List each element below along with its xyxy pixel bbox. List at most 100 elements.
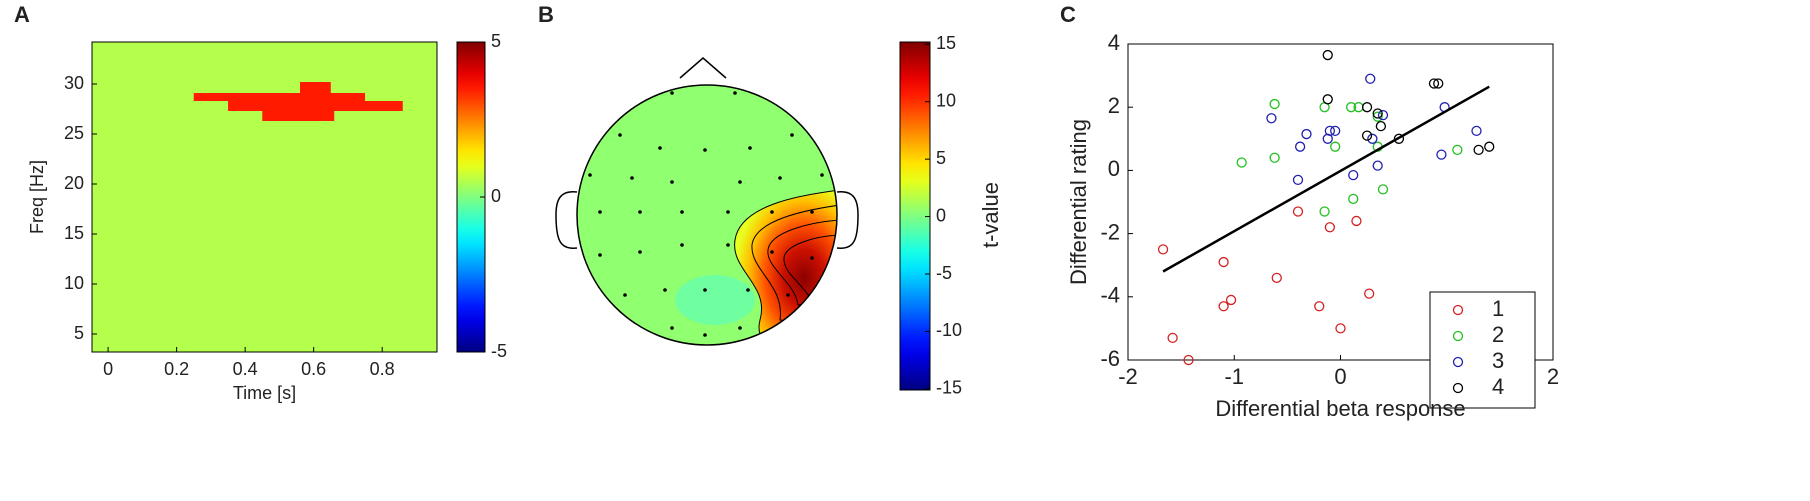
heatmap-cell (262, 111, 335, 121)
colorbar-tick-label: 15 (936, 33, 956, 53)
scatter-point (1330, 141, 1341, 152)
scatter-point (1393, 133, 1405, 144)
scatter-point (1322, 49, 1333, 61)
colorbar (456, 41, 486, 353)
scatter-point (1348, 169, 1359, 181)
y-tick-label: -4 (1100, 283, 1120, 308)
x-tick-label: 0.8 (370, 359, 395, 379)
fit-line (1162, 85, 1490, 273)
colorbar-label: t-value (978, 182, 1003, 248)
scatter-point (1301, 128, 1312, 140)
y-tick-label: 4 (1108, 30, 1120, 55)
contour (767, 219, 837, 306)
colorbar-tick-label: 10 (936, 90, 956, 110)
scatter-point (1361, 102, 1373, 113)
scatter-point (1372, 108, 1383, 119)
scatter-point (1271, 272, 1282, 283)
scatter-point (1348, 193, 1359, 204)
y-tick-label: 10 (64, 273, 84, 293)
scatter-point (1364, 288, 1375, 299)
y-tick-label: 20 (64, 173, 84, 193)
scatter-point (1473, 144, 1484, 156)
legend-label: 4 (1492, 374, 1504, 399)
scatter-point (1471, 125, 1482, 137)
scatter-point (1351, 215, 1362, 227)
head-map (555, 57, 859, 346)
y-tick-label: 15 (64, 223, 84, 243)
scatter-point (1292, 206, 1304, 217)
x-axis-label: Differential beta response (1215, 396, 1465, 421)
scatter-point (1361, 130, 1373, 141)
x-tick-label: 0 (103, 359, 113, 379)
x-tick-label: -2 (1118, 364, 1138, 389)
scatter-point (1367, 133, 1378, 144)
x-tick-label: 0.6 (301, 359, 326, 379)
panel-label: C (1060, 2, 1076, 27)
y-tick-label: -2 (1100, 219, 1120, 244)
x-axis-label: Time [s] (233, 383, 296, 403)
scatter-point (1236, 157, 1247, 168)
heatmap-cell (228, 101, 403, 111)
plot-frame (91, 41, 438, 353)
y-tick-label: 30 (64, 73, 84, 93)
legend-marker (1452, 382, 1464, 394)
map-region (675, 275, 755, 325)
ear (555, 191, 578, 249)
heatmap-cell (299, 82, 331, 93)
y-tick-label: 0 (1108, 156, 1120, 181)
y-tick-label: 2 (1108, 93, 1120, 118)
scatter-point (1365, 73, 1376, 84)
panel-label: B (538, 2, 554, 27)
scatter-point (1345, 102, 1357, 113)
scatter-point (1335, 323, 1346, 334)
scatter-point (1183, 354, 1194, 366)
colorbar (899, 41, 931, 391)
legend-marker (1452, 356, 1464, 368)
y-tick-label: 25 (64, 123, 84, 143)
scatter-point (1330, 125, 1341, 137)
ear (836, 191, 859, 249)
colorbar-tick-label: -15 (936, 378, 962, 398)
scatter-point (1269, 152, 1280, 163)
legend-marker (1452, 330, 1464, 342)
scatter-point (1218, 301, 1229, 312)
scatter-point (1218, 256, 1229, 268)
scatter-point (1266, 113, 1277, 124)
scatter-point (1322, 94, 1333, 105)
colorbar-tick-label: 5 (936, 148, 946, 168)
colorbar-tick-label: -5 (936, 263, 952, 283)
y-axis-label: Differential rating (1066, 119, 1091, 285)
scatter-point (1167, 332, 1178, 344)
legend-label: 3 (1492, 348, 1504, 373)
scatter-point (1372, 111, 1383, 122)
colorbar-tick-label: 5 (491, 31, 501, 51)
scatter-point (1314, 301, 1325, 312)
scatter-point (1377, 184, 1389, 195)
scatter-point (1319, 206, 1330, 217)
colorbar-tick-label: -10 (936, 320, 962, 340)
scatter-point (1372, 160, 1383, 171)
legend-label: 2 (1492, 322, 1504, 347)
scatter-point (1377, 109, 1389, 121)
scatter-point (1292, 174, 1304, 186)
x-tick-label: 0.2 (164, 359, 189, 379)
heatmap-background (92, 42, 437, 352)
head-outline (576, 84, 838, 346)
y-tick-label: 5 (74, 323, 84, 343)
scatter-point (1324, 125, 1336, 137)
x-tick-label: 0 (1334, 364, 1346, 389)
scatter-point (1322, 133, 1333, 144)
scatter-point (1294, 141, 1306, 152)
scatter-point (1433, 78, 1444, 89)
y-axis-label: Freq [Hz] (27, 160, 47, 234)
contour (783, 234, 837, 296)
contour (751, 204, 837, 331)
colorbar-tick-label: -5 (491, 341, 507, 361)
nose (679, 57, 727, 79)
scatter-point (1269, 98, 1280, 110)
x-tick-label: 0.4 (233, 359, 258, 379)
scatter-point (1157, 244, 1169, 255)
colorbar-tick-label: 0 (491, 186, 501, 206)
legend-marker (1452, 304, 1464, 316)
scatter-point (1484, 141, 1495, 152)
